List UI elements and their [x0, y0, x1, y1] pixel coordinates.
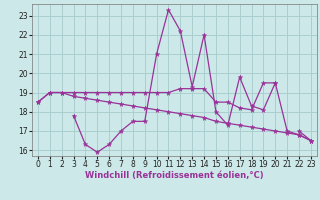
- X-axis label: Windchill (Refroidissement éolien,°C): Windchill (Refroidissement éolien,°C): [85, 171, 264, 180]
